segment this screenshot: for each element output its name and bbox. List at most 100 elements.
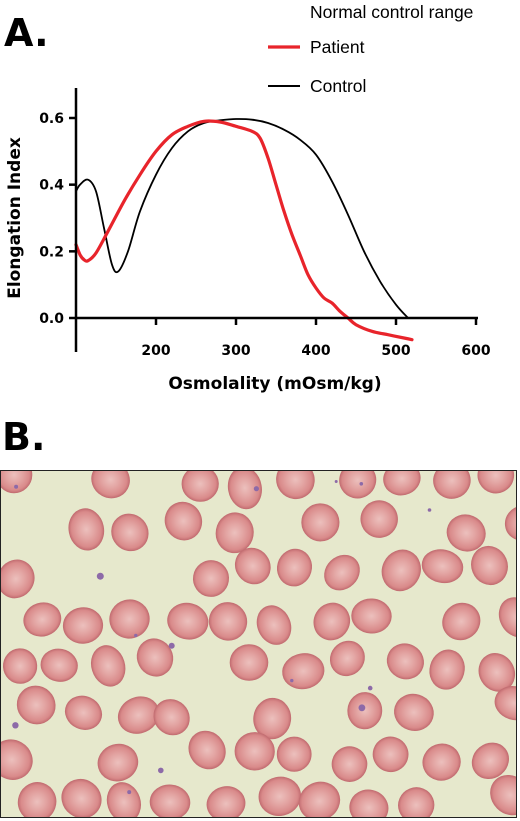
red-blood-cell bbox=[422, 743, 461, 781]
red-blood-cell bbox=[91, 471, 130, 499]
red-blood-cell bbox=[349, 789, 389, 817]
red-blood-cell bbox=[227, 471, 262, 510]
red-blood-cell bbox=[471, 742, 509, 779]
platelet bbox=[158, 767, 164, 774]
red-blood-cell bbox=[360, 500, 398, 538]
red-blood-cell bbox=[90, 645, 126, 687]
red-blood-cell bbox=[331, 746, 368, 782]
red-blood-cell bbox=[372, 736, 409, 773]
red-blood-cell bbox=[421, 549, 464, 584]
red-blood-cell bbox=[97, 743, 139, 782]
y-tick-label: 0.4 bbox=[39, 178, 64, 194]
x-axis-title: Osmolality (mOsm/kg) bbox=[168, 374, 381, 394]
red-blood-cell bbox=[442, 602, 481, 641]
red-blood-cell bbox=[446, 514, 486, 552]
red-blood-cell bbox=[276, 471, 315, 500]
red-blood-cell bbox=[111, 513, 149, 552]
red-blood-cell bbox=[329, 640, 365, 677]
platelet bbox=[134, 633, 138, 638]
red-blood-cell bbox=[16, 685, 56, 725]
red-blood-cell bbox=[215, 512, 254, 554]
red-blood-cell bbox=[23, 602, 62, 637]
legend-label-patient: Patient bbox=[310, 37, 365, 57]
red-blood-cell bbox=[229, 644, 269, 681]
red-blood-cell bbox=[181, 471, 219, 502]
red-blood-cell bbox=[433, 471, 471, 499]
red-blood-cell bbox=[167, 602, 209, 640]
red-blood-cell bbox=[1, 739, 33, 780]
platelet bbox=[253, 486, 259, 492]
x-tick-label: 600 bbox=[461, 343, 490, 359]
x-tick-label: 200 bbox=[141, 343, 170, 359]
y-tick-label: 0.0 bbox=[39, 311, 64, 327]
red-blood-cell bbox=[2, 648, 38, 684]
platelet bbox=[359, 482, 364, 486]
red-blood-cell bbox=[276, 548, 313, 587]
legend: Normal control range Patient Control bbox=[268, 2, 473, 96]
series-line-patient bbox=[74, 119, 414, 342]
red-blood-cell bbox=[106, 782, 141, 817]
red-blood-cell bbox=[351, 598, 392, 634]
axes: 200 300 400 500 600 0.0 0.2 0.4 0.6 bbox=[39, 88, 491, 359]
platelet bbox=[367, 685, 373, 691]
red-blood-cell bbox=[471, 545, 508, 586]
platelet bbox=[14, 484, 19, 489]
red-blood-cell bbox=[386, 643, 424, 680]
red-blood-cell bbox=[61, 778, 102, 817]
platelet bbox=[12, 722, 19, 729]
red-blood-cell bbox=[40, 648, 78, 682]
platelet bbox=[334, 480, 338, 483]
red-blood-cell bbox=[64, 695, 103, 730]
panel-label-a: A. bbox=[4, 11, 49, 55]
red-blood-cell bbox=[153, 699, 190, 736]
red-blood-cell bbox=[490, 774, 516, 816]
red-blood-cell bbox=[494, 686, 516, 721]
platelet bbox=[127, 790, 132, 795]
series-line-control bbox=[75, 118, 409, 319]
platelet bbox=[96, 572, 104, 580]
red-blood-cell bbox=[398, 787, 435, 817]
red-blood-cell bbox=[298, 781, 341, 817]
red-blood-cell bbox=[149, 784, 191, 817]
red-blood-cell bbox=[258, 776, 302, 816]
red-blood-cell bbox=[234, 732, 275, 771]
red-blood-cell bbox=[477, 471, 515, 494]
red-blood-cell bbox=[68, 508, 105, 551]
red-blood-cell bbox=[109, 599, 150, 639]
legend-label-control: Control bbox=[310, 76, 366, 96]
platelet bbox=[427, 508, 432, 512]
y-tick-label: 0.2 bbox=[39, 244, 64, 260]
red-blood-cell bbox=[394, 693, 434, 731]
red-blood-cell bbox=[498, 597, 516, 638]
red-blood-cell bbox=[381, 549, 421, 592]
x-tick-label: 400 bbox=[301, 343, 330, 359]
elongation-index-chart: 200 300 400 500 600 0.0 0.2 0.4 0.6 Osmolality (… bbox=[5, 2, 491, 394]
red-blood-cell bbox=[429, 649, 465, 690]
blood-smear-image bbox=[1, 471, 516, 817]
platelet bbox=[290, 678, 294, 683]
red-blood-cell bbox=[188, 730, 226, 770]
red-blood-cell bbox=[313, 602, 351, 641]
red-blood-cell bbox=[208, 602, 248, 641]
red-blood-cell bbox=[192, 560, 230, 597]
platelet bbox=[168, 642, 175, 649]
red-blood-cell bbox=[1, 471, 33, 494]
red-blood-cell bbox=[383, 471, 421, 496]
platelet bbox=[358, 704, 366, 712]
red-blood-cell bbox=[136, 638, 174, 677]
panel-label-b: B. bbox=[2, 415, 46, 459]
y-tick-label: 0.6 bbox=[39, 111, 64, 127]
plot-area bbox=[74, 118, 414, 342]
red-blood-cell bbox=[504, 505, 516, 541]
x-tick-label: 500 bbox=[381, 343, 410, 359]
red-blood-cell bbox=[347, 692, 383, 730]
red-blood-cell bbox=[17, 782, 57, 817]
red-blood-cell bbox=[324, 554, 360, 591]
red-blood-cell bbox=[206, 786, 246, 817]
red-blood-cell bbox=[164, 501, 203, 541]
red-blood-cell bbox=[339, 471, 377, 499]
x-tick-label: 300 bbox=[221, 343, 250, 359]
red-blood-cell bbox=[256, 605, 292, 645]
red-blood-cell bbox=[276, 736, 312, 772]
legend-title: Normal control range bbox=[310, 2, 473, 22]
